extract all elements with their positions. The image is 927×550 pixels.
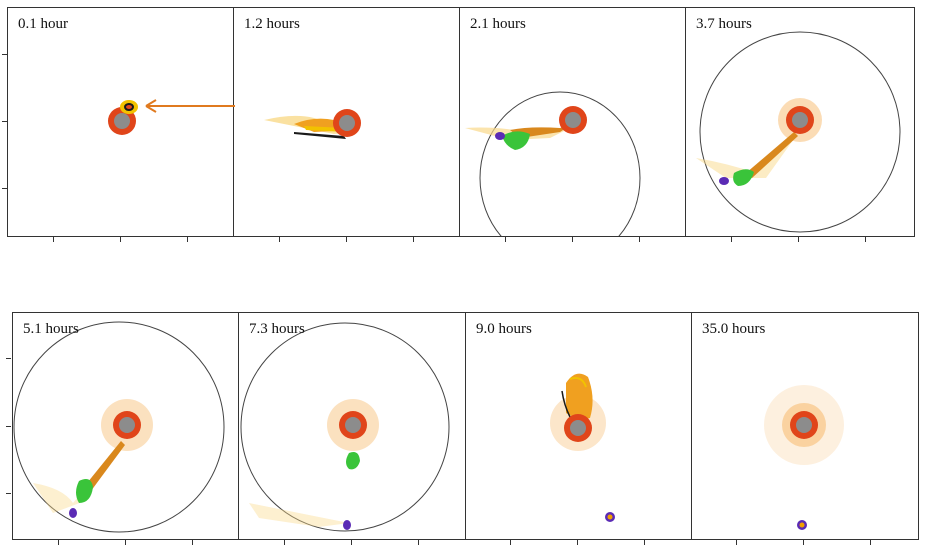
planet <box>559 106 587 134</box>
tick <box>798 237 799 242</box>
tick <box>125 540 126 545</box>
panel-3-7-hours: 3.7 hours <box>685 7 915 237</box>
tick <box>192 540 193 545</box>
tick <box>284 540 285 545</box>
moonlet <box>605 512 615 522</box>
panel-0-1-hour: 0.1 hour <box>7 7 234 237</box>
panel-8-graphic <box>764 385 844 530</box>
tick <box>870 540 871 545</box>
time-label: 2.1 hours <box>470 16 526 32</box>
time-label: 9.0 hours <box>476 321 532 337</box>
tick <box>6 358 11 359</box>
green-clump <box>502 131 530 150</box>
direction-arrow-icon <box>145 99 235 113</box>
tick <box>644 540 645 545</box>
time-label: 5.1 hours <box>23 321 79 337</box>
tick <box>731 237 732 242</box>
tick <box>413 237 414 242</box>
tick <box>58 540 59 545</box>
panel-35-0-hours: 35.0 hours <box>691 312 919 540</box>
tick <box>279 237 280 242</box>
tick <box>736 540 737 545</box>
tick <box>120 237 121 242</box>
time-label: 35.0 hours <box>702 321 766 337</box>
panel-1-graphic <box>108 100 138 135</box>
orbit-path <box>479 91 641 236</box>
planet <box>790 411 818 439</box>
panel-5-graphic <box>13 321 225 533</box>
tick <box>187 237 188 242</box>
panel-9-0-hours: 9.0 hours <box>465 312 692 540</box>
tick <box>510 540 511 545</box>
tick <box>505 237 506 242</box>
tick <box>803 540 804 545</box>
panel-6-graphic <box>240 322 450 532</box>
tick <box>2 121 7 122</box>
impactor <box>120 100 138 114</box>
orbit-path <box>699 31 901 233</box>
moonlet <box>69 508 77 518</box>
planet <box>786 106 814 134</box>
time-label: 1.2 hours <box>244 16 300 32</box>
moonlet <box>495 132 505 140</box>
panel-7-3-hours: 7.3 hours <box>238 312 466 540</box>
tick <box>572 237 573 242</box>
green-clump <box>76 479 93 503</box>
panel-2-1-hours: 2.1 hours <box>459 7 686 237</box>
orbit-path <box>13 321 225 533</box>
panel-7-graphic <box>550 373 615 522</box>
fragment-plume <box>561 373 593 419</box>
tick <box>53 237 54 242</box>
tick <box>2 54 7 55</box>
tick <box>865 237 866 242</box>
time-label: 0.1 hour <box>18 16 68 32</box>
panel-2-graphic <box>264 109 361 139</box>
orbit-path <box>240 322 450 532</box>
planet <box>333 109 361 137</box>
panel-1-2-hours: 1.2 hours <box>233 7 460 237</box>
tick <box>577 540 578 545</box>
tick <box>351 540 352 545</box>
time-label: 3.7 hours <box>696 16 752 32</box>
tick <box>6 493 11 494</box>
moonlet <box>719 177 729 185</box>
time-label: 7.3 hours <box>249 321 305 337</box>
panel-5-1-hours: 5.1 hours <box>12 312 239 540</box>
green-clump <box>733 169 754 186</box>
planet <box>339 411 367 439</box>
tick <box>6 426 11 427</box>
tick <box>2 188 7 189</box>
panel-3-graphic <box>465 91 641 236</box>
tick <box>418 540 419 545</box>
green-clump <box>346 452 360 470</box>
panel-4-graphic <box>696 31 901 233</box>
tick <box>346 237 347 242</box>
planet <box>113 411 141 439</box>
planet <box>564 414 592 442</box>
tick <box>639 237 640 242</box>
moonlet <box>797 520 807 530</box>
moonlet <box>343 520 351 530</box>
